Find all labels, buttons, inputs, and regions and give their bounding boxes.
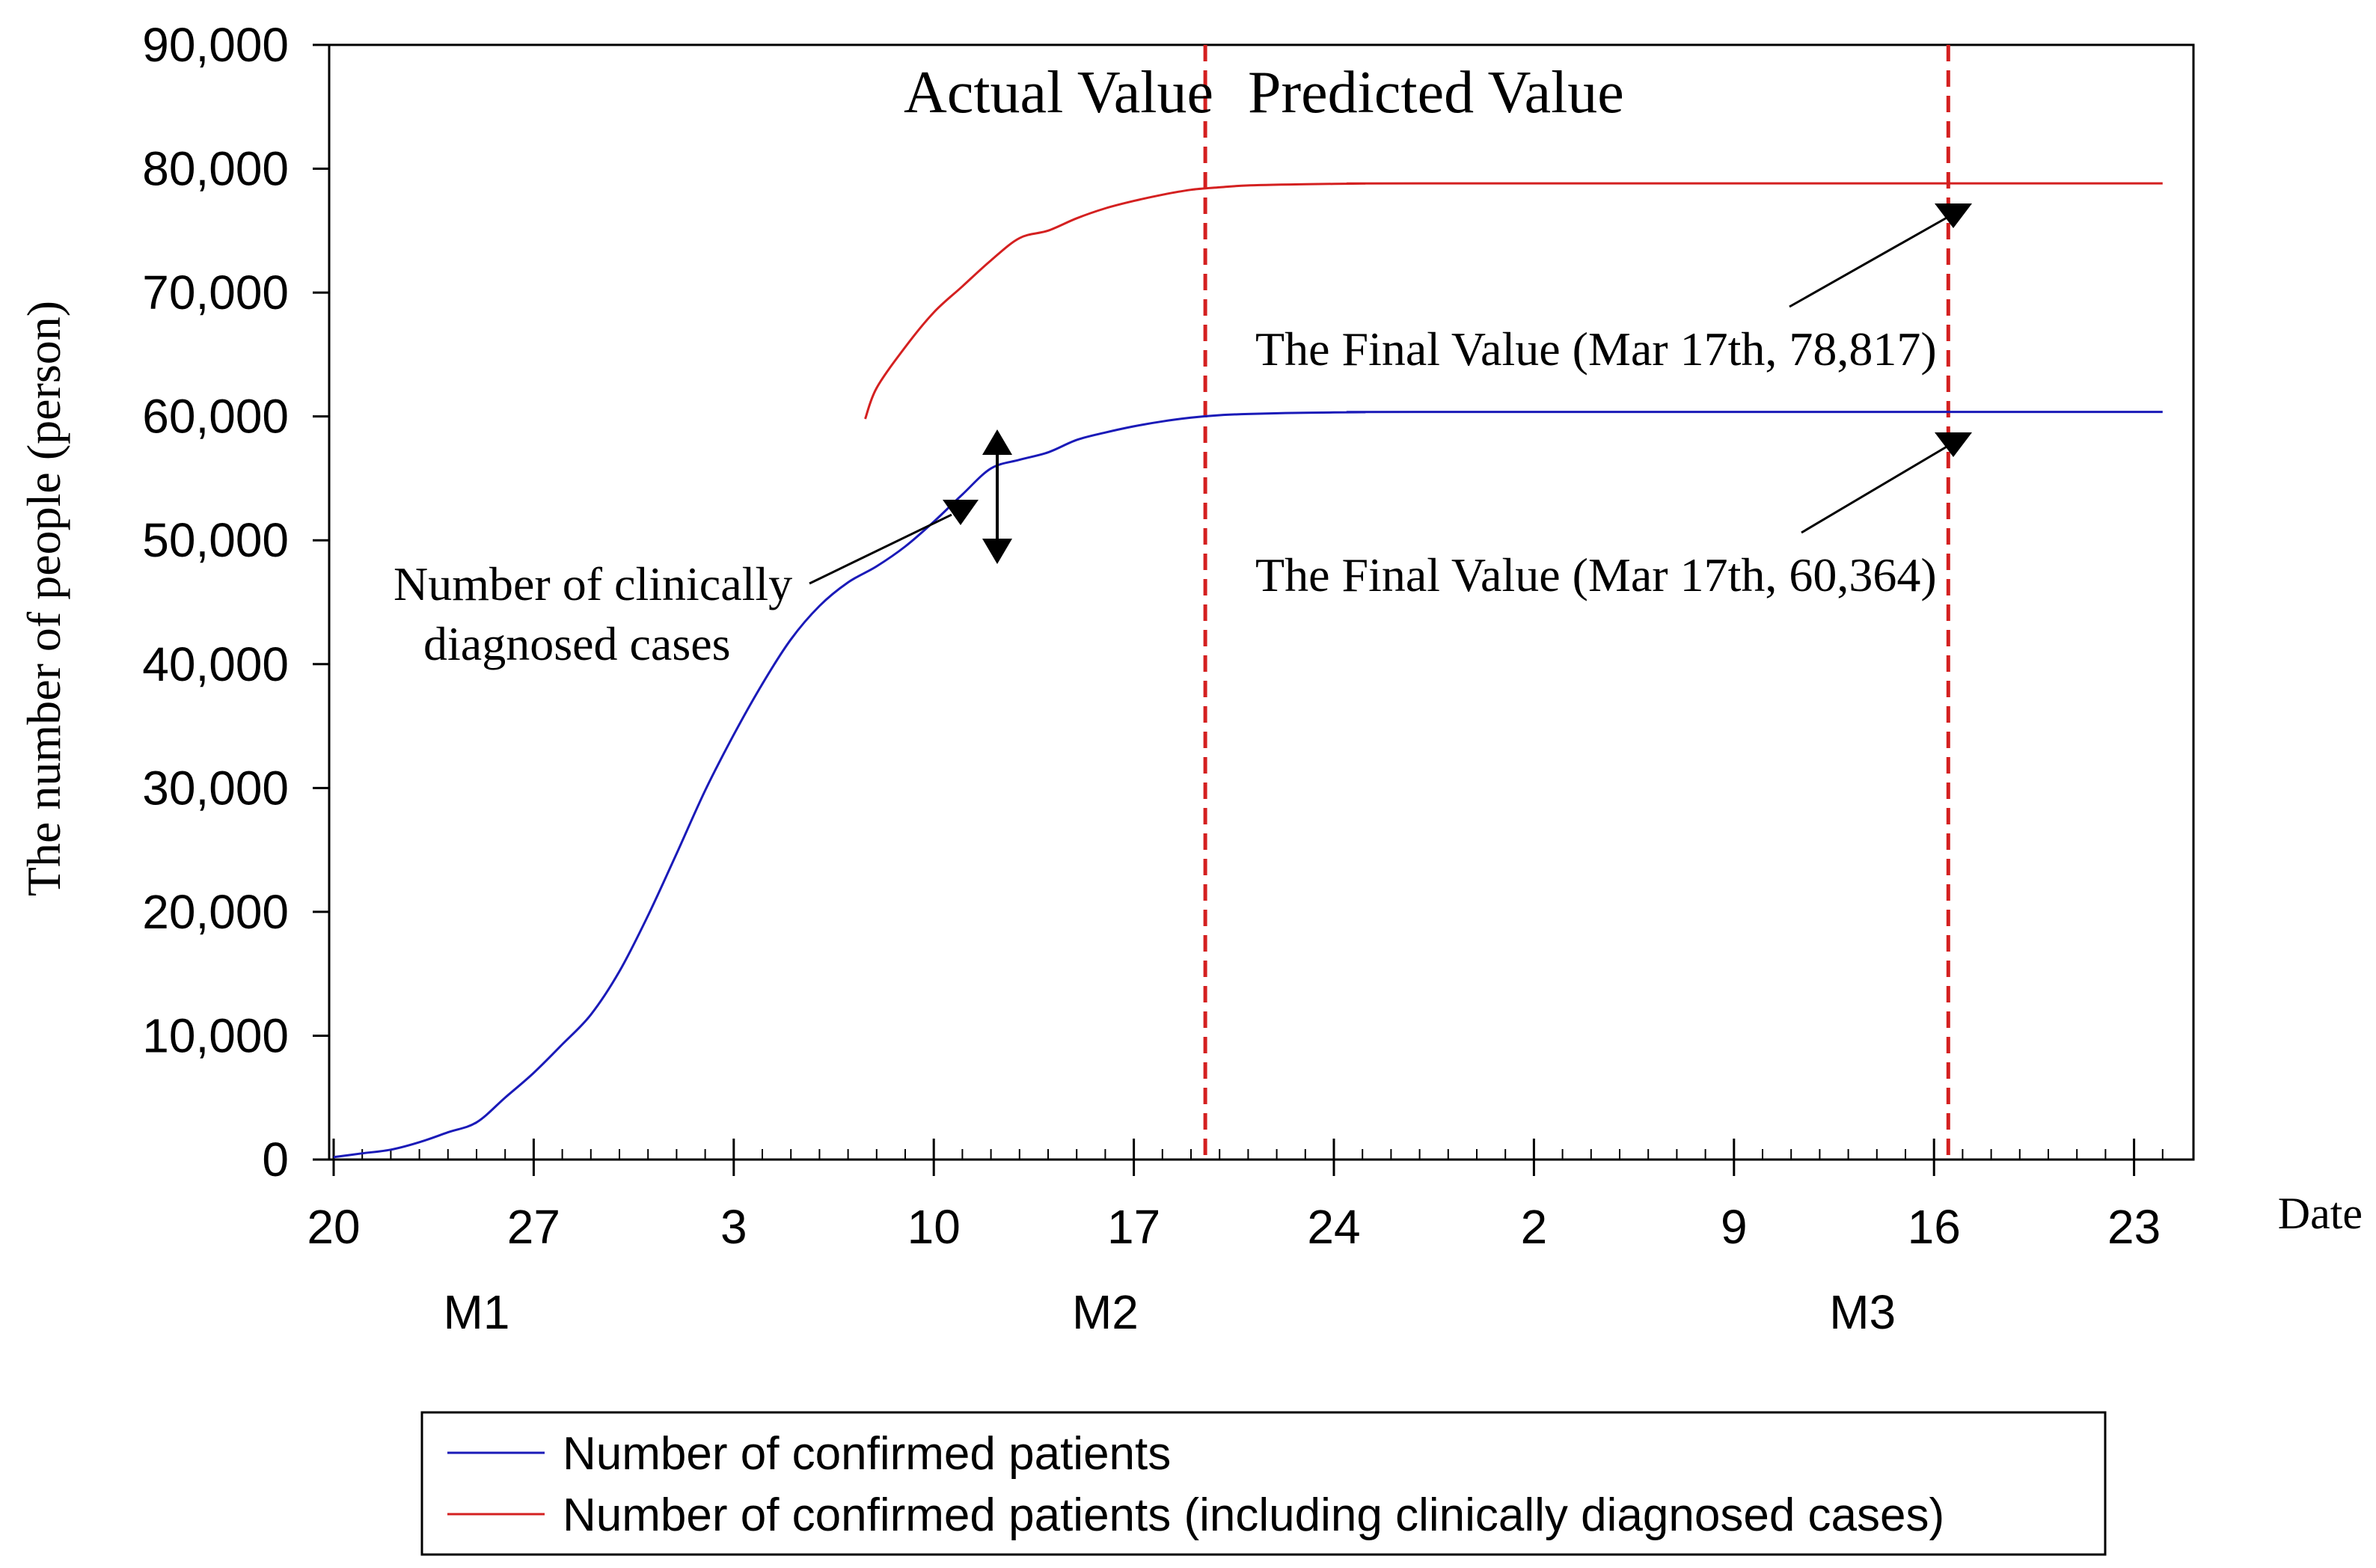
clinical-cases-label-line1: Number of clinically <box>394 557 792 610</box>
y-tick-label: 10,000 <box>142 1008 289 1062</box>
x-tick-label: 17 <box>1107 1200 1160 1254</box>
gap-arrow-head-up <box>982 429 1012 455</box>
x-tick-label: 20 <box>307 1200 360 1254</box>
legend-label-including-clinical: Number of confirmed patients (including … <box>563 1489 1944 1541</box>
x-tick-label: 3 <box>720 1200 747 1254</box>
clinical-cases-arrow-head <box>943 500 979 525</box>
x-tick-label: 27 <box>507 1200 560 1254</box>
x-tick-label: 16 <box>1908 1200 1961 1254</box>
y-tick-label: 90,000 <box>142 18 289 72</box>
y-tick-label: 60,000 <box>142 390 289 444</box>
clinical-cases-arrow-line <box>809 513 952 585</box>
plot-frame <box>328 43 2195 1161</box>
y-tick-label: 50,000 <box>142 513 289 567</box>
x-axis-label: Date <box>2278 1189 2363 1238</box>
y-tick-label: 20,000 <box>142 885 289 939</box>
y-tick-label: 70,000 <box>142 266 289 319</box>
clinical-cases-label-line2: diagnosed cases <box>423 617 731 670</box>
month-label: M2 <box>1072 1285 1139 1339</box>
series-line-confirmed <box>333 411 2163 1159</box>
final-value-red-arrow-head <box>1935 203 1972 228</box>
y-tick-label: 40,000 <box>142 637 289 691</box>
y-axis: 0 10,000 20,000 30,000 40,000 50,000 60,000 70,… <box>142 18 329 1186</box>
y-tick-label: 30,000 <box>142 761 289 815</box>
y-axis-label: The number of people (person) <box>17 301 70 896</box>
x-tick-label: 24 <box>1307 1200 1360 1254</box>
final-value-red-arrow-line <box>1789 215 1949 308</box>
month-label: M1 <box>444 1285 510 1339</box>
reference-lines <box>1203 45 1950 1160</box>
x-tick-label: 23 <box>2107 1200 2161 1254</box>
legend-box <box>420 1411 2107 1556</box>
month-label: M3 <box>1829 1285 1896 1339</box>
x-tick-label: 2 <box>1521 1200 1548 1254</box>
final-value-red-label: The Final Value (Mar 17th, 78,817) <box>1255 322 1937 376</box>
legend: Number of confirmed patients Number of c… <box>420 1411 2107 1556</box>
series-line-including-clinical <box>864 182 2163 420</box>
predicted-value-label: Predicted Value <box>1248 60 1624 126</box>
series-lines <box>333 182 2163 1159</box>
y-tick-label: 0 <box>262 1133 289 1186</box>
x-tick-label: 9 <box>1721 1200 1748 1254</box>
final-value-blue-arrow-line <box>1801 444 1949 534</box>
actual-value-label: Actual Value <box>904 60 1213 126</box>
x-tick-label: 10 <box>907 1200 961 1254</box>
final-value-blue-arrow-head <box>1935 432 1972 457</box>
final-value-blue-label: The Final Value (Mar 17th, 60,364) <box>1255 548 1937 601</box>
legend-label-confirmed: Number of confirmed patients <box>563 1428 1171 1480</box>
gap-arrow-head-down <box>982 539 1012 564</box>
x-axis: 20 27 3 10 17 24 2 9 16 23 M1 M2 M3 <box>307 1139 2164 1339</box>
y-tick-label: 80,000 <box>142 142 289 196</box>
